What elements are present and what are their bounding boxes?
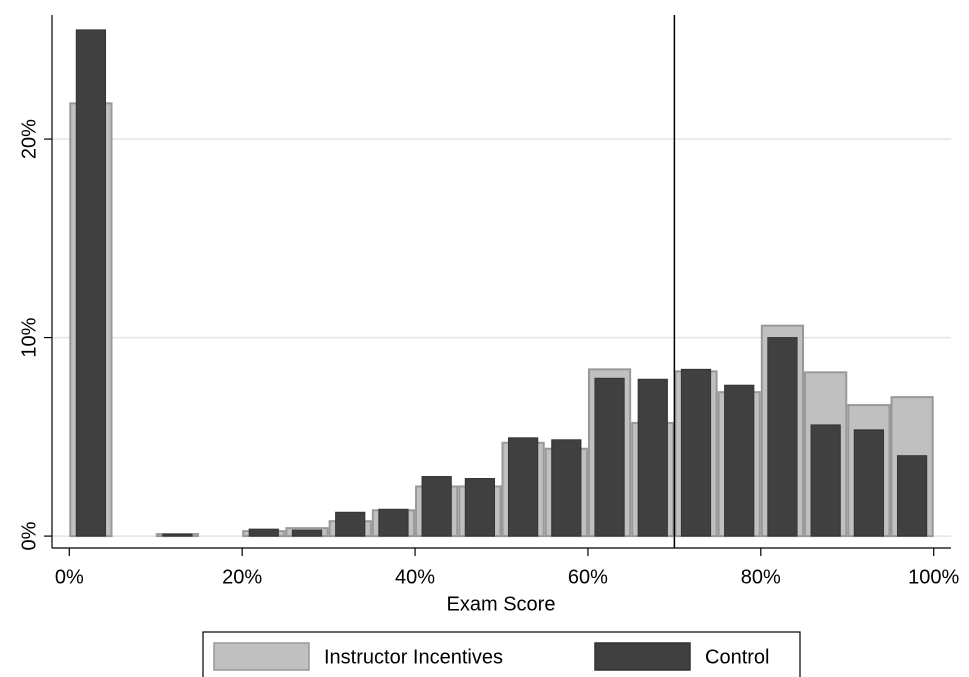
bar — [896, 455, 928, 537]
x-tick-label: 20% — [222, 566, 262, 588]
bar — [464, 478, 495, 537]
legend-swatch — [213, 642, 310, 671]
bar — [75, 29, 107, 537]
bar — [291, 529, 323, 537]
legend-swatch — [594, 642, 691, 671]
bar — [724, 384, 755, 537]
bar — [853, 429, 884, 537]
legend-box — [202, 631, 801, 677]
x-tick-label: 0% — [55, 566, 84, 588]
bar — [767, 337, 798, 537]
bar — [378, 508, 409, 537]
x-tick-label: 40% — [395, 566, 435, 588]
y-tick-label: 10% — [18, 317, 40, 357]
bar — [680, 368, 712, 537]
bar — [637, 378, 668, 537]
bar — [421, 476, 452, 537]
bar — [248, 528, 279, 537]
bar — [335, 511, 366, 537]
y-tick-label: 0% — [18, 521, 40, 550]
x-tick-label: 80% — [741, 566, 781, 588]
bar — [594, 377, 625, 537]
legend-label: Instructor Incentives — [324, 646, 503, 668]
bar — [810, 424, 841, 537]
bar — [551, 439, 582, 537]
x-tick-label: 60% — [568, 566, 608, 588]
x-tick-label: 100% — [908, 566, 959, 588]
bar — [508, 437, 539, 537]
x-axis-label: Exam Score — [447, 593, 556, 615]
legend-label: Control — [705, 646, 769, 668]
y-tick-label: 20% — [18, 119, 40, 159]
bar — [162, 533, 193, 537]
